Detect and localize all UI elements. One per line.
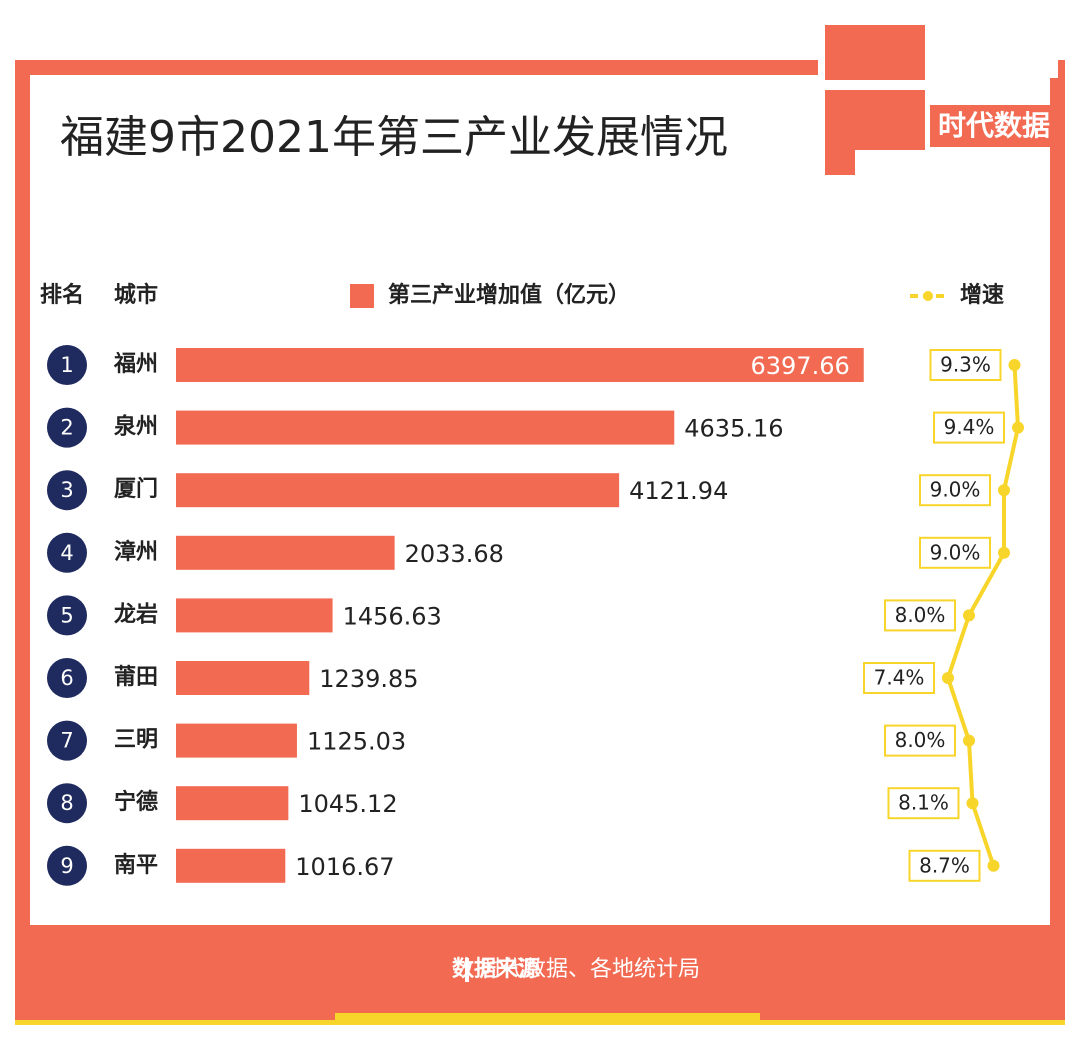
category-label: 南平 bbox=[114, 853, 158, 878]
growth-label: 9.0% bbox=[930, 540, 981, 564]
rank: 9 bbox=[60, 854, 73, 878]
rank-header: 排名 bbox=[40, 282, 84, 308]
logo-block bbox=[825, 150, 855, 175]
category-label: 龙岩 bbox=[114, 602, 158, 627]
logo-block bbox=[825, 90, 925, 150]
category-label: 泉州 bbox=[114, 414, 158, 440]
category-label: 三明 bbox=[114, 728, 158, 753]
growth-point bbox=[966, 797, 979, 810]
rank-badge bbox=[47, 345, 87, 385]
value-label: 1125.03 bbox=[307, 728, 406, 756]
label-box bbox=[933, 411, 1005, 444]
value-label: 2033.68 bbox=[405, 540, 504, 568]
bar bbox=[176, 410, 675, 445]
rank-badge bbox=[47, 407, 87, 448]
bar bbox=[176, 786, 289, 821]
label-box bbox=[884, 599, 956, 632]
value-label: 1239.85 bbox=[319, 665, 418, 693]
label-box bbox=[863, 662, 935, 694]
rank: 8 bbox=[60, 791, 73, 815]
logo-text: 时代数据 bbox=[938, 109, 1050, 142]
rank-badge bbox=[47, 783, 87, 824]
category-header: 城市 bbox=[114, 282, 158, 308]
bar bbox=[176, 661, 310, 695]
growth-point bbox=[998, 546, 1010, 559]
separator bbox=[465, 958, 469, 982]
growth-label: 9.0% bbox=[930, 478, 981, 502]
rank-badge bbox=[47, 845, 87, 886]
rank: 5 bbox=[60, 603, 73, 627]
growth-point bbox=[1012, 421, 1024, 434]
label-box bbox=[919, 536, 991, 569]
rank: 2 bbox=[60, 416, 73, 440]
legend-label: 增速 bbox=[960, 282, 1004, 308]
rank: 6 bbox=[60, 666, 73, 690]
label-box bbox=[884, 724, 956, 757]
growth-label: 9.3% bbox=[940, 353, 991, 377]
bar bbox=[176, 598, 333, 633]
label-box bbox=[919, 474, 991, 507]
category-label: 厦门 bbox=[114, 476, 158, 502]
growth-point bbox=[1008, 359, 1021, 371]
growth-label: 9.4% bbox=[944, 415, 995, 439]
logo-block bbox=[930, 105, 1058, 147]
label-box bbox=[929, 349, 1002, 381]
bar bbox=[176, 535, 395, 570]
bar bbox=[176, 848, 286, 883]
rank-badge bbox=[47, 532, 87, 573]
logo-block bbox=[825, 25, 925, 80]
value-label: 1045.12 bbox=[298, 790, 397, 818]
growth-point bbox=[998, 484, 1010, 497]
growth-label: 8.0% bbox=[895, 728, 946, 752]
logo: 时代数据 bbox=[818, 20, 1058, 175]
value-label: 4121.94 bbox=[629, 477, 728, 505]
legend-label: 第三产业增加值（亿元） bbox=[388, 282, 630, 308]
category-label: 漳州 bbox=[114, 539, 158, 565]
bar bbox=[176, 723, 297, 758]
legend-swatch bbox=[350, 284, 374, 308]
growth-point bbox=[963, 609, 975, 622]
bottom-bar bbox=[335, 1013, 760, 1023]
bar bbox=[176, 473, 620, 508]
value-label: 1016.67 bbox=[295, 853, 394, 881]
category-label: 福州 bbox=[113, 352, 158, 377]
rank: 4 bbox=[60, 541, 73, 565]
growth-label: 8.7% bbox=[919, 853, 970, 877]
source: 时代数据、各地统计局 bbox=[480, 957, 700, 982]
rank-badge bbox=[47, 720, 87, 761]
title: 福建9市2021年第三产业发展情况 bbox=[60, 112, 728, 163]
rank-badge bbox=[47, 470, 87, 511]
rank-badge bbox=[47, 595, 87, 636]
growth-point bbox=[942, 672, 954, 684]
rank: 7 bbox=[60, 729, 73, 753]
growth-label: 8.1% bbox=[898, 791, 949, 815]
label-box bbox=[908, 849, 981, 882]
growth-point bbox=[963, 734, 975, 747]
growth-label: 8.0% bbox=[895, 603, 946, 627]
value-label: 4635.16 bbox=[684, 415, 783, 443]
category-label: 莆田 bbox=[114, 665, 158, 690]
bar bbox=[176, 348, 864, 382]
rank: 3 bbox=[60, 478, 73, 502]
label-box bbox=[887, 787, 960, 820]
growth-point bbox=[987, 859, 1000, 872]
rank: 1 bbox=[60, 353, 73, 377]
growth-label: 7.4% bbox=[874, 666, 925, 690]
legend-dot bbox=[923, 291, 933, 301]
rank-badge bbox=[47, 658, 87, 698]
value-label: 1456.63 bbox=[343, 602, 442, 630]
category-label: 宁德 bbox=[114, 789, 158, 815]
value-label: 6397.66 bbox=[750, 352, 849, 380]
